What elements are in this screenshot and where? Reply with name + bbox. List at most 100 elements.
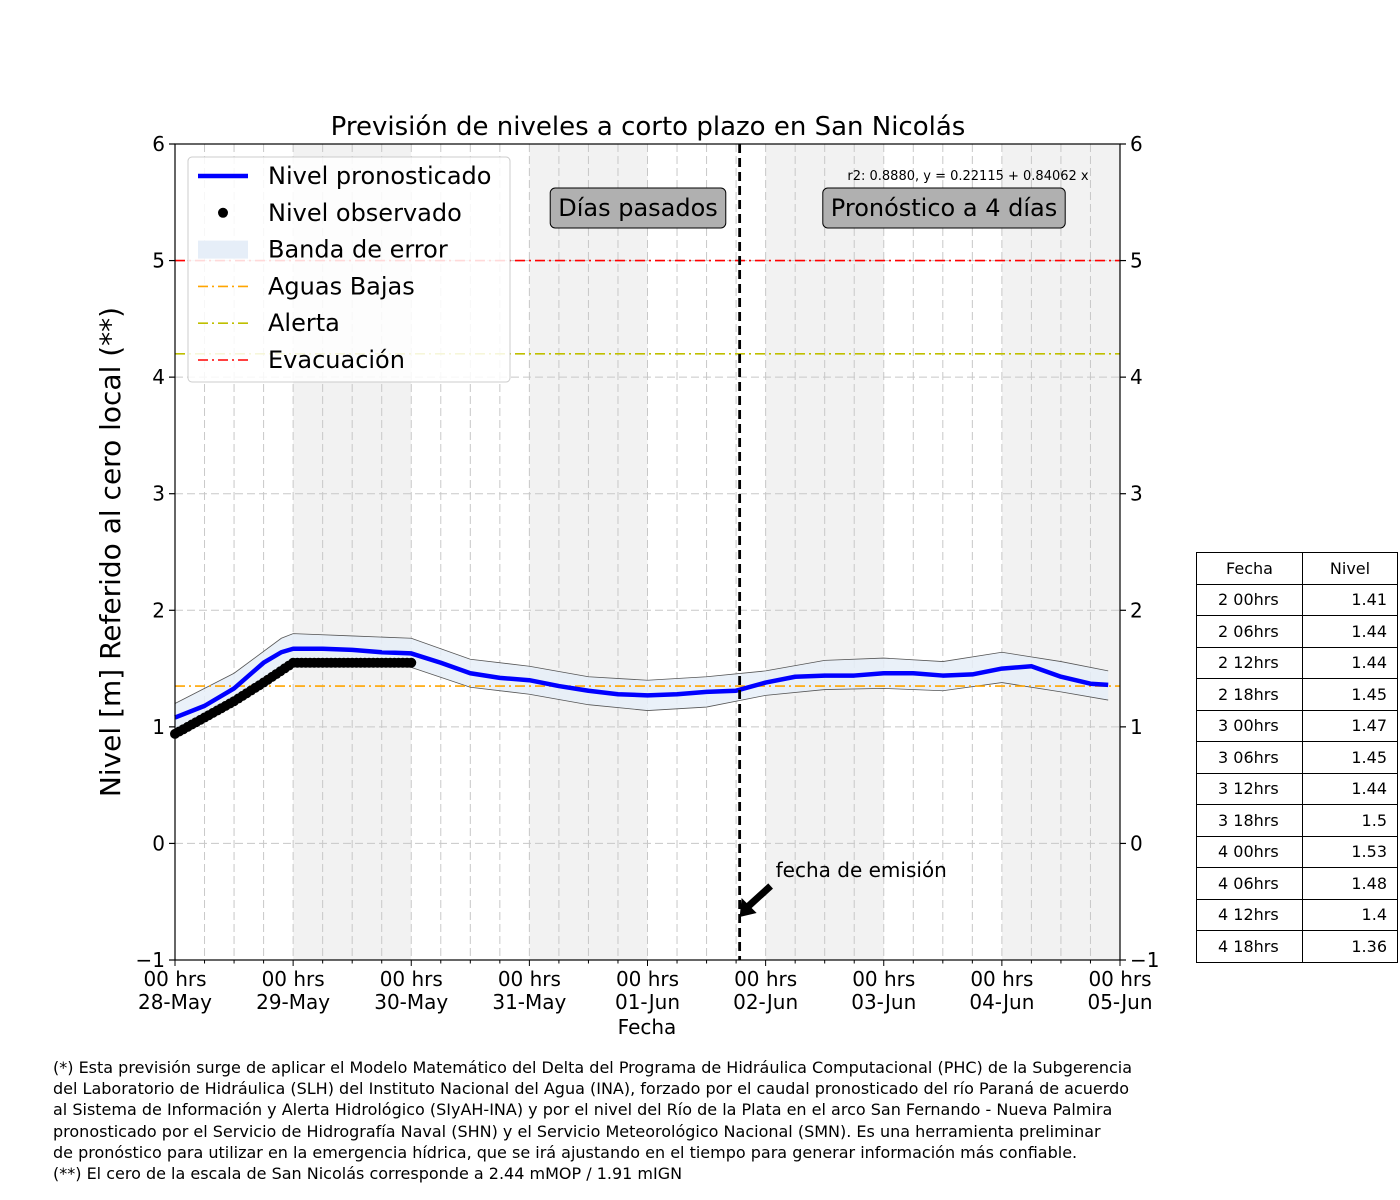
footnote-line: de pronóstico para utilizar en la emerge…	[53, 1142, 1078, 1162]
table-cell-nivel: 1.45	[1302, 678, 1398, 711]
table-row: 2 00hrs 1.41	[1196, 583, 1398, 616]
table-cell-fecha: 4 06hrs	[1196, 867, 1303, 900]
table-body: 2 00hrs 1.41 2 06hrs 1.44 2 12hrs 1.44 2 18hrs…	[1196, 583, 1398, 963]
x-tick-label: 00 hrs 30-May	[374, 967, 448, 1014]
emission-arrow-head	[739, 898, 757, 917]
y-tick-label-right: 0	[1130, 831, 1143, 855]
table-cell-fecha: 4 12hrs	[1196, 898, 1303, 931]
table-row: 4 12hrs 1.4	[1196, 898, 1398, 931]
table-cell-fecha: 3 12hrs	[1196, 772, 1303, 805]
table-header-fecha: Fecha	[1196, 552, 1303, 585]
table-cell-nivel: 1.4	[1302, 898, 1398, 931]
x-tick-label: 00 hrs 05-Jun	[1087, 967, 1152, 1014]
table-cell-fecha: 2 06hrs	[1196, 615, 1303, 648]
table-row: 2 18hrs 1.45	[1196, 678, 1398, 711]
level-forecast-chart: fecha de emisión −1 −1 0 0 1 1 2 2 3 3 4 4 5 5 6 6 00 hr…	[94, 112, 1160, 1039]
table-cell-fecha: 4 00hrs	[1196, 835, 1303, 868]
footnote-line: (*) Esta previsión surge de aplicar el M…	[53, 1058, 1133, 1077]
table-cell-fecha: 3 06hrs	[1196, 741, 1303, 774]
table-cell-nivel: 1.5	[1302, 804, 1398, 837]
table-row: 3 12hrs 1.44	[1196, 772, 1398, 805]
table-row: 4 06hrs 1.48	[1196, 867, 1398, 900]
table-cell-nivel: 1.48	[1302, 867, 1398, 900]
y-tick-label-left: 5	[152, 249, 165, 273]
y-tick-label-left: −1	[136, 948, 165, 972]
legend-label: Evacuación	[268, 346, 405, 374]
tick-labels: −1 −1 0 0 1 1 2 2 3 3 4 4 5 5 6 6 00 hrs 28-May 00 hrs 29-M…	[136, 132, 1160, 1014]
footnote-line: (**) El cero de la escala de San Nicolás…	[53, 1164, 683, 1184]
table-cell-fecha: 2 18hrs	[1196, 678, 1303, 711]
y-tick-label-left: 4	[152, 365, 165, 389]
y-tick-label-right: −1	[1130, 948, 1159, 972]
observed-point	[406, 657, 417, 668]
footnote-line: del Laboratorio de Hidráulica (SLH) del …	[53, 1079, 1130, 1099]
series-group	[170, 646, 1109, 739]
threshold-lines	[175, 259, 1120, 687]
y-tick-label-left: 1	[152, 715, 165, 739]
x-tick-label: 00 hrs 02-Jun	[733, 967, 798, 1014]
legend-label: Nivel observado	[268, 199, 462, 227]
table-cell-fecha: 3 00hrs	[1196, 709, 1303, 742]
table-header-nivel: Nivel	[1302, 552, 1398, 585]
y-tick-label-right: 3	[1130, 482, 1143, 506]
emission-label: fecha de emisión	[776, 858, 947, 882]
regression-label: r2: 0.8880, y = 0.22115 + 0.84062 x	[847, 169, 1089, 184]
table-row: 2 06hrs 1.44	[1196, 615, 1398, 648]
past-label-text: Días pasados	[558, 194, 718, 222]
table-row: 3 06hrs 1.45	[1196, 741, 1398, 774]
x-axis-label: Fecha	[618, 1015, 677, 1039]
y-tick-label-right: 4	[1130, 365, 1143, 389]
y-tick-label-left: 0	[152, 831, 165, 855]
legend-observed-swatch	[218, 207, 228, 218]
x-tick-label: 00 hrs 31-May	[492, 967, 566, 1014]
emission-marker: fecha de emisión	[738, 144, 947, 960]
table-row: 2 12hrs 1.44	[1196, 646, 1398, 679]
table-row: 4 18hrs 1.36	[1196, 930, 1398, 963]
x-tick-label: 00 hrs 28-May	[138, 967, 212, 1014]
error-band-upper	[174, 633, 1109, 704]
footnote: (*) Esta previsión surge de aplicar el M…	[53, 1057, 1383, 1184]
emission-arrow	[746, 883, 773, 909]
table-cell-nivel: 1.44	[1302, 646, 1398, 679]
x-tick-label: 00 hrs 04-Jun	[969, 967, 1034, 1014]
forecast-label-text: Pronóstico a 4 días	[831, 194, 1057, 222]
table-cell-nivel: 1.45	[1302, 741, 1398, 774]
legend-band-swatch	[198, 240, 248, 259]
x-tick-label: 00 hrs 29-May	[256, 967, 330, 1014]
table-cell-fecha: 3 18hrs	[1196, 804, 1303, 837]
footnote-line: al Sistema de Información y Alerta Hidro…	[53, 1100, 1113, 1120]
y-tick-label-left: 6	[152, 132, 165, 156]
table-row: 3 00hrs 1.47	[1196, 709, 1398, 742]
table-cell-nivel: 1.44	[1302, 615, 1398, 648]
y-axis-label: Nivel [m] Referido al cero local (**)	[94, 307, 127, 797]
y-tick-label-right: 2	[1130, 598, 1143, 622]
legend-box	[187, 156, 511, 383]
y-tick-label-right: 6	[1130, 132, 1143, 156]
table-cell-nivel: 1.47	[1302, 709, 1398, 742]
forecast-table: Fecha Nivel 2 00hrs 1.41 2 06hrs 1.44 2 12hr…	[1196, 552, 1398, 963]
legend-label: Alerta	[268, 309, 340, 337]
y-tick-label-left: 3	[152, 482, 165, 506]
table-cell-fecha: 4 18hrs	[1196, 930, 1303, 963]
y-tick-label-left: 2	[152, 598, 165, 622]
table-cell-fecha: 2 00hrs	[1196, 583, 1303, 616]
y-tick-label-right: 1	[1130, 715, 1143, 739]
table-cell-nivel: 1.53	[1302, 835, 1398, 868]
table-cell-fecha: 2 12hrs	[1196, 646, 1303, 679]
past-label-box	[549, 187, 727, 229]
legend-label: Nivel pronosticado	[268, 162, 491, 190]
table-row: 4 00hrs 1.53	[1196, 835, 1398, 868]
forecast-label-box	[822, 187, 1066, 229]
table-cell-nivel: 1.36	[1302, 930, 1398, 963]
table-header-row: Fecha Nivel	[1196, 552, 1398, 585]
legend: Nivel pronosticado Nivel observado Banda d…	[187, 156, 511, 383]
y-tick-label-right: 5	[1130, 249, 1143, 273]
forecast-line	[174, 646, 1109, 720]
annotations: Días pasados Pronóstico a 4 días r2: 0.888…	[549, 169, 1089, 229]
x-tick-label: 00 hrs 03-Jun	[851, 967, 916, 1014]
table-row: 3 18hrs 1.5	[1196, 804, 1398, 837]
table-cell-nivel: 1.41	[1302, 583, 1398, 616]
axes	[169, 143, 1126, 966]
footnote-line: pronosticado por el Servicio de Hidrogra…	[53, 1121, 1101, 1141]
x-tick-label: 00 hrs 01-Jun	[615, 967, 680, 1014]
